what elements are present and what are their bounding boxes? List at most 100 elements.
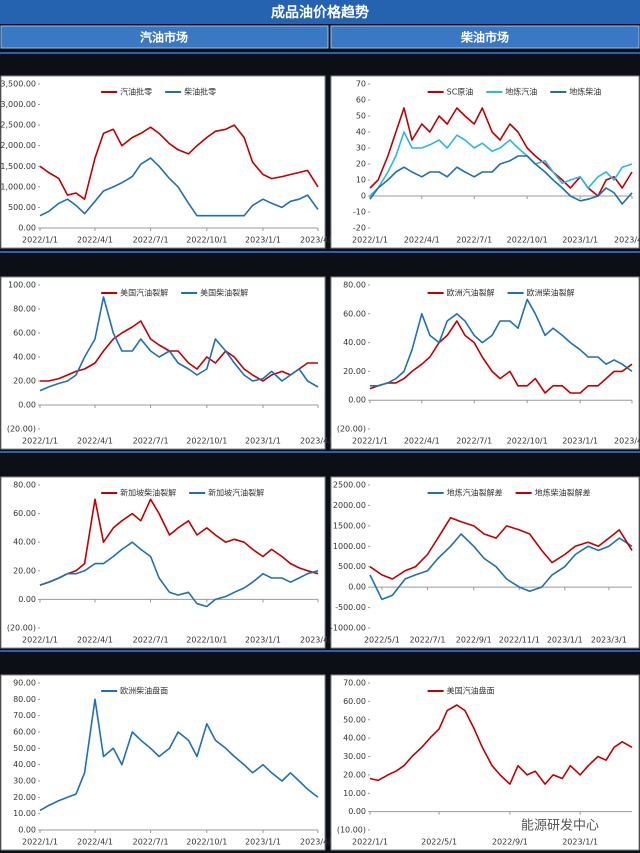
x-tick-label: 2023/3/1 [591,636,627,645]
legend-label: 美国汽油盘面 [447,686,495,696]
legend-label: SC原油 [447,87,474,97]
x-tick-label: 2022/5/1 [364,636,400,645]
series-line [369,155,633,205]
y-tick-label: 3,000.00 [0,100,36,109]
chart-panel [0,476,326,649]
y-tick-label: 20.00 [13,793,36,802]
y-tick-label: 60.00 [343,697,366,706]
x-tick-label: 2022/10/1 [186,636,227,645]
y-tick-label: 50.00 [13,744,36,753]
y-tick-label: 2,000.00 [0,141,36,150]
x-tick-label: 2023/1/1 [562,838,598,847]
y-tick-label: 20.00 [343,367,366,376]
y-tick-label: 80.00 [343,281,366,290]
y-tick-label: 40 [356,128,366,137]
x-tick-label: 2022/11/1 [499,636,540,645]
chart-panel [0,75,326,249]
x-tick-label: 2022/10/1 [507,236,548,245]
x-tick-label: 2022/4/1 [404,437,440,446]
y-tick-label: 3,500.00 [0,80,36,89]
legend-label: 柴油批零 [184,87,216,97]
series-line [369,516,633,580]
y-tick-label: 20.00 [343,770,366,779]
legend-label: 汽油批零 [120,87,152,97]
y-tick-label: 0.00 [348,396,366,405]
legend-label: 地炼柴油裂解差 [535,488,591,498]
x-tick-label: 2022/4/1 [77,236,113,245]
y-tick-label: 100.00 [8,281,36,290]
series-line [39,157,319,217]
series-line [40,320,318,382]
series-line [369,131,633,197]
x-tick-label: 2022/7/1 [410,636,446,645]
y-tick-label: 80.00 [13,305,36,314]
x-tick-label: 2023/1/1 [562,236,598,245]
legend-label: 地炼汽油 [505,87,537,97]
legend-label: 新加坡柴油裂解 [120,488,176,498]
x-tick-label: 2023/1/1 [245,636,281,645]
chart-panel [0,276,326,450]
x-tick-label: 2022/10/1 [186,838,227,847]
series-line [39,698,319,812]
y-tick-label: 0.00 [18,224,36,233]
y-tick-label: 70.00 [343,679,366,688]
y-tick-label: 50.00 [343,715,366,724]
title-bar [0,0,640,24]
x-tick-label: 2022/1/1 [22,437,58,446]
x-tick-label: 2023/1/1 [245,236,281,245]
y-tick-label: 2,500.00 [0,121,36,130]
y-tick-label: 60.00 [13,509,36,518]
y-tick-label: 20.00 [13,566,36,575]
y-tick-label: -20 [353,224,366,233]
series-line [39,541,319,608]
x-tick-label: 2023/4/1 [614,437,640,446]
y-tick-label: 40.00 [343,734,366,743]
x-tick-label: 2022/1/1 [352,236,388,245]
y-tick-label: 60 [356,96,366,105]
x-tick-label: 2023/1/1 [245,437,281,446]
x-tick-label: 2022/4/1 [77,636,113,645]
series-line [370,298,633,387]
x-tick-label: 2022/10/1 [186,236,227,245]
x-tick-label: 2023/4/1 [300,838,336,847]
chart-panel [330,476,640,649]
x-tick-label: 2022/1/1 [352,838,388,847]
page-title: 成品油价格趋势 [271,4,369,21]
y-tick-label: 40.00 [13,538,36,547]
y-tick-label: 50 [356,112,366,121]
y-tick-label: 30 [356,144,366,153]
y-tick-label: 60.00 [13,329,36,338]
y-tick-label: 40.00 [343,338,366,347]
x-tick-label: 2023/1/1 [547,636,583,645]
x-tick-label: 2022/7/1 [456,437,492,446]
y-tick-label: (20.00) [337,425,366,434]
y-tick-label: 0 [361,192,366,201]
y-tick-label: -1000.00 [330,624,366,633]
x-tick-label: 2023/4/1 [614,236,640,245]
x-tick-label: 2022/4/1 [404,236,440,245]
y-tick-label: 20 [356,160,366,169]
section-title: 汽油市场 [140,30,188,45]
series-line [369,320,633,394]
y-tick-label: (20.00) [7,624,36,633]
y-tick-label: -10 [353,208,366,217]
x-tick-label: 2023/4/1 [300,236,336,245]
x-tick-label: 2022/7/1 [456,236,492,245]
chart-panel [330,276,640,450]
legend-label: 地炼汽油裂解差 [447,488,503,498]
x-tick-label: 2023/4/1 [300,636,336,645]
series-line [39,124,319,200]
chart-panel [0,674,326,851]
chart-panel [330,674,640,851]
y-tick-label: 70 [356,80,366,89]
x-tick-label: 2022/7/1 [133,636,169,645]
x-tick-label: 2022/1/1 [22,236,58,245]
x-tick-label: 2022/1/1 [22,636,58,645]
y-tick-label: 10.00 [13,809,36,818]
x-tick-label: 2022/7/1 [133,236,169,245]
x-tick-label: 2022/1/1 [352,437,388,446]
legend-label: 欧洲汽油裂解 [447,288,495,298]
y-tick-label: 90.00 [13,679,36,688]
y-tick-label: 500.00 [8,203,36,212]
